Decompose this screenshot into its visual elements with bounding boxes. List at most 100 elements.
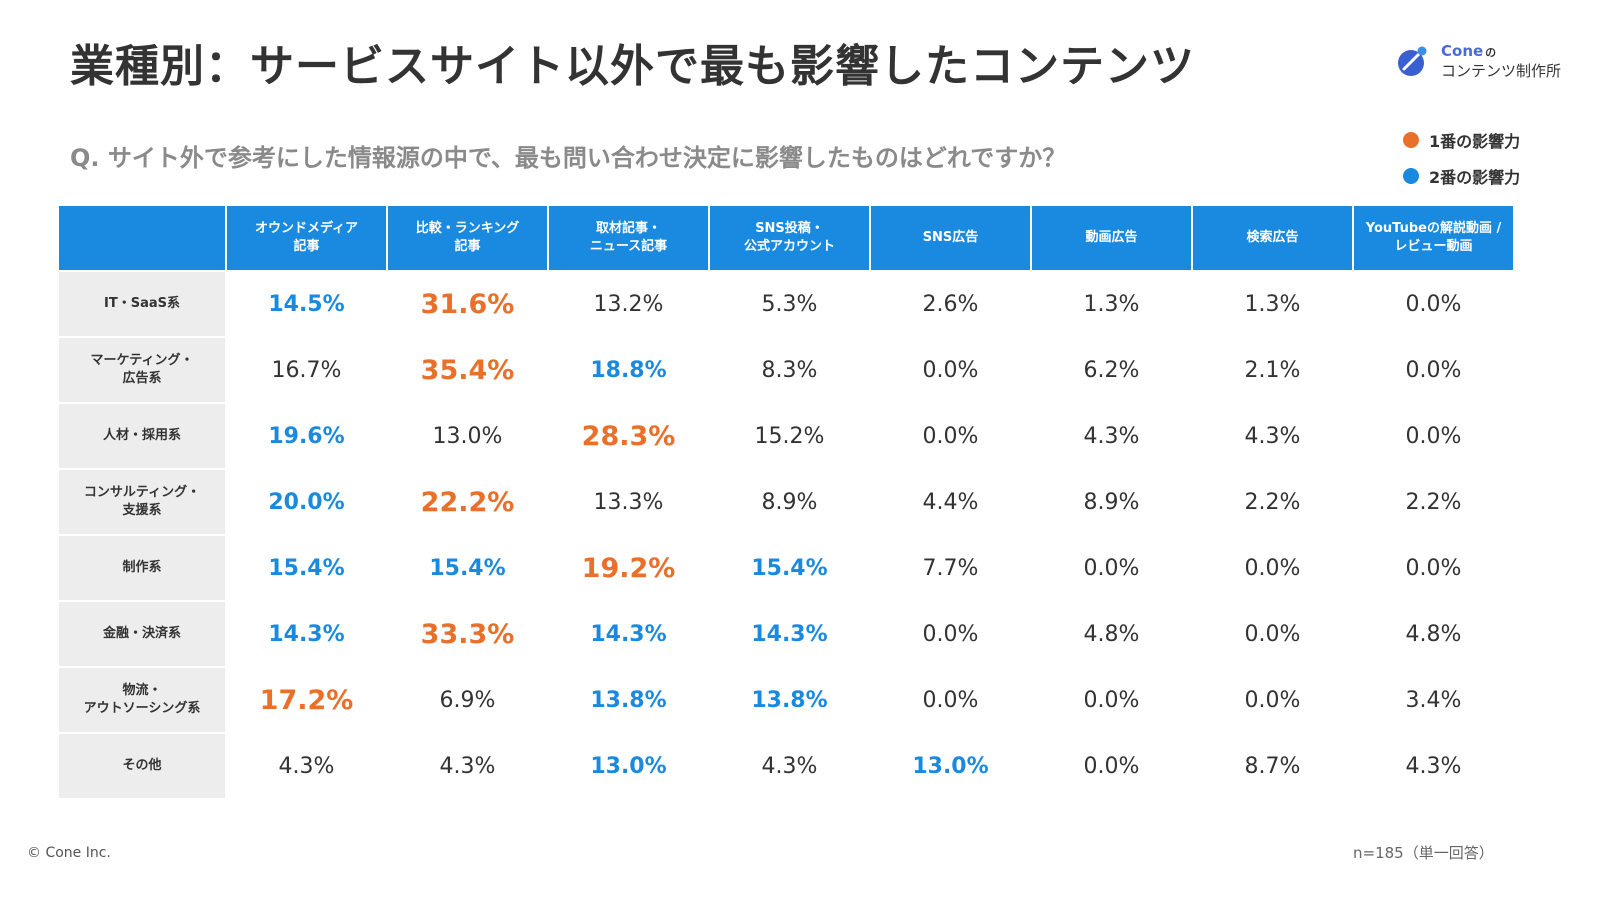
- table-cell: 4.8%: [1352, 600, 1515, 668]
- table-cell: 0.0%: [1030, 732, 1193, 800]
- row-label: IT・SaaS系: [57, 270, 227, 338]
- table-cell: 13.0%: [869, 732, 1032, 800]
- table-cell: 19.2%: [547, 534, 710, 602]
- table-cell: 4.8%: [1030, 600, 1193, 668]
- legend-item-first: 1番の影響力: [1403, 122, 1520, 158]
- logo-text-line2: コンテンツ制作所: [1441, 62, 1562, 80]
- table-cell: 1.3%: [1191, 270, 1354, 338]
- table-cell: 4.3%: [1191, 402, 1354, 470]
- table-cell: 22.2%: [386, 468, 549, 536]
- table-cell: 0.0%: [1352, 534, 1515, 602]
- table-cell: 13.0%: [547, 732, 710, 800]
- column-header: 動画広告: [1030, 204, 1193, 272]
- table-cell: 14.5%: [225, 270, 388, 338]
- table-cell: 15.2%: [708, 402, 871, 470]
- table-cell: 14.3%: [547, 600, 710, 668]
- table-cell: 6.2%: [1030, 336, 1193, 404]
- row-label: その他: [57, 732, 227, 800]
- table-cell: 15.4%: [708, 534, 871, 602]
- column-header: SNS投稿・ 公式アカウント: [708, 204, 871, 272]
- table-header-row: オウンドメディア 記事 比較・ランキング 記事 取材記事・ ニュース記事 SNS投稿・…: [57, 204, 1515, 272]
- table-cell: 0.0%: [1191, 666, 1354, 734]
- table-corner-cell: [57, 204, 227, 272]
- logo-text-line1: Cone の: [1441, 42, 1496, 60]
- table-cell: 31.6%: [386, 270, 549, 338]
- table-cell: 18.8%: [547, 336, 710, 404]
- column-header: オウンドメディア 記事: [225, 204, 388, 272]
- legend-dot-second: [1403, 168, 1419, 184]
- table-cell: 17.2%: [225, 666, 388, 734]
- logo-brand-suffix: の: [1485, 46, 1497, 59]
- table-cell: 19.6%: [225, 402, 388, 470]
- row-label: 人材・採用系: [57, 402, 227, 470]
- table-cell: 16.7%: [225, 336, 388, 404]
- table-cell: 15.4%: [386, 534, 549, 602]
- table-cell: 14.3%: [708, 600, 871, 668]
- table-cell: 3.4%: [1352, 666, 1515, 734]
- copyright: © Cone Inc.: [27, 845, 111, 861]
- table-row: 物流・ アウトソーシング系 17.2% 6.9% 13.8% 13.8% 0.0% 0.0%…: [57, 666, 1515, 734]
- table-cell: 8.9%: [708, 468, 871, 536]
- table-cell: 0.0%: [869, 600, 1032, 668]
- table-cell: 2.6%: [869, 270, 1032, 338]
- table-cell: 8.9%: [1030, 468, 1193, 536]
- table-cell: 0.0%: [1352, 270, 1515, 338]
- table-cell: 13.8%: [708, 666, 871, 734]
- sample-size-note: n=185（単一回答）: [1353, 844, 1494, 862]
- logo-brand-name: Cone: [1441, 42, 1484, 60]
- table-cell: 15.4%: [225, 534, 388, 602]
- table-cell: 0.0%: [1191, 534, 1354, 602]
- table-cell: 1.3%: [1030, 270, 1193, 338]
- table-cell: 4.3%: [386, 732, 549, 800]
- table-row: IT・SaaS系 14.5% 31.6% 13.2% 5.3% 2.6% 1.3% 1.3% 0…: [57, 270, 1515, 338]
- row-label: マーケティング・ 広告系: [57, 336, 227, 404]
- table-cell: 0.0%: [869, 336, 1032, 404]
- table-cell: 33.3%: [386, 600, 549, 668]
- table-cell: 0.0%: [1352, 336, 1515, 404]
- table-row: 金融・決済系 14.3% 33.3% 14.3% 14.3% 0.0% 4.8% 0.0% 4.…: [57, 600, 1515, 668]
- table-cell: 28.3%: [547, 402, 710, 470]
- legend-label-second: 2番の影響力: [1429, 168, 1521, 187]
- cone-logo-icon: [1398, 46, 1427, 76]
- results-table: オウンドメディア 記事 比較・ランキング 記事 取材記事・ ニュース記事 SNS投稿・…: [57, 204, 1515, 800]
- table-cell: 0.0%: [1030, 534, 1193, 602]
- table-cell: 13.8%: [547, 666, 710, 734]
- legend-dot-first: [1403, 132, 1419, 148]
- table-cell: 5.3%: [708, 270, 871, 338]
- table-cell: 4.3%: [708, 732, 871, 800]
- column-header: SNS広告: [869, 204, 1032, 272]
- column-header: 取材記事・ ニュース記事: [547, 204, 710, 272]
- table-cell: 8.7%: [1191, 732, 1354, 800]
- row-label: コンサルティング・ 支援系: [57, 468, 227, 536]
- row-label: 金融・決済系: [57, 600, 227, 668]
- table-cell: 4.4%: [869, 468, 1032, 536]
- table-cell: 8.3%: [708, 336, 871, 404]
- table-cell: 2.1%: [1191, 336, 1354, 404]
- row-label: 物流・ アウトソーシング系: [57, 666, 227, 734]
- row-label: 制作系: [57, 534, 227, 602]
- table-row: その他 4.3% 4.3% 13.0% 4.3% 13.0% 0.0% 8.7% 4.3%: [57, 732, 1515, 800]
- legend-item-second: 2番の影響力: [1403, 158, 1520, 194]
- table-cell: 0.0%: [869, 666, 1032, 734]
- table-cell: 13.0%: [386, 402, 549, 470]
- table-cell: 35.4%: [386, 336, 549, 404]
- table-cell: 14.3%: [225, 600, 388, 668]
- table-cell: 2.2%: [1352, 468, 1515, 536]
- column-header: YouTubeの解説動画 / レビュー動画: [1352, 204, 1515, 272]
- table-row: マーケティング・ 広告系 16.7% 35.4% 18.8% 8.3% 0.0% 6.2% 2…: [57, 336, 1515, 404]
- table-cell: 2.2%: [1191, 468, 1354, 536]
- table-cell: 20.0%: [225, 468, 388, 536]
- table-cell: 4.3%: [1352, 732, 1515, 800]
- table-cell: 7.7%: [869, 534, 1032, 602]
- table-cell: 13.2%: [547, 270, 710, 338]
- table-cell: 6.9%: [386, 666, 549, 734]
- survey-question: Q. サイト外で参考にした情報源の中で、最も問い合わせ決定に影響したものはどれで…: [70, 144, 1067, 172]
- table-row: 人材・採用系 19.6% 13.0% 28.3% 15.2% 0.0% 4.3% 4.3% 0.…: [57, 402, 1515, 470]
- page-title: 業種別：サービスサイト以外で最も影響したコンテンツ: [70, 41, 1195, 92]
- table-cell: 0.0%: [869, 402, 1032, 470]
- table-cell: 4.3%: [225, 732, 388, 800]
- brand-logo: Cone の コンテンツ制作所: [1395, 42, 1585, 82]
- column-header: 検索広告: [1191, 204, 1354, 272]
- column-header: 比較・ランキング 記事: [386, 204, 549, 272]
- table-row: 制作系 15.4% 15.4% 19.2% 15.4% 7.7% 0.0% 0.0% 0.0%: [57, 534, 1515, 602]
